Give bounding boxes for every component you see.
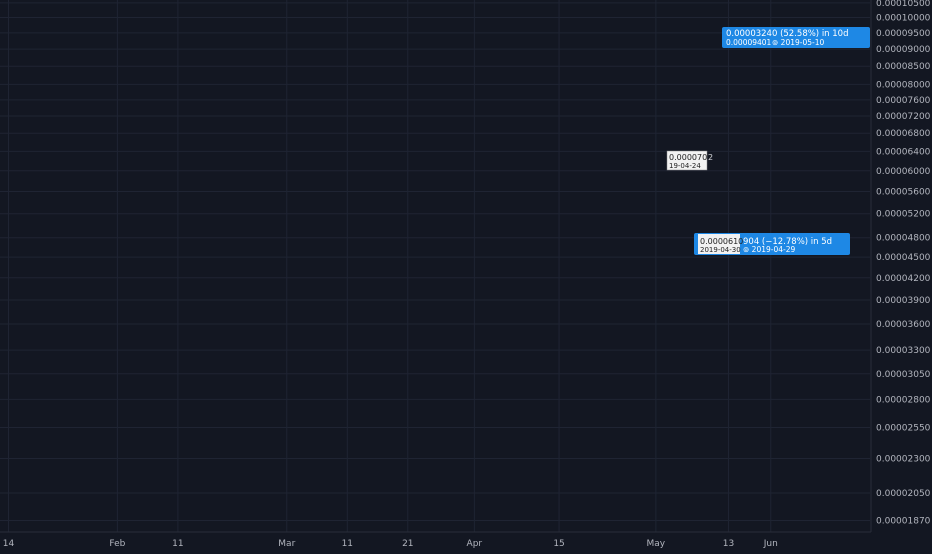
- label-date: ⊚ 2019-05-10: [772, 38, 824, 47]
- label-line-1: 0.00003240 (52.58%) in 10d: [726, 29, 848, 39]
- y-tick-label: 0.00001870: [876, 517, 931, 527]
- x-tick-label: 21: [402, 539, 413, 549]
- y-tick-label: 0.00007200: [876, 112, 931, 122]
- x-tick-label: 11: [342, 539, 353, 549]
- y-tick-label: 0.00010000: [876, 13, 931, 23]
- label-line-1-right: 904 (−12.78%) in 5d: [743, 237, 832, 247]
- y-tick-label: 0.00007600: [876, 96, 931, 106]
- y-tick-label: 0.00008500: [876, 62, 931, 72]
- y-tick-label: 0.00002550: [876, 423, 931, 433]
- y-tick-label: 0.00008000: [876, 80, 931, 90]
- label-box: [722, 27, 870, 48]
- x-axis[interactable]: 14 Feb 11 Mar 11 21 Apr 15 May 13 Jun: [0, 531, 871, 549]
- y-tick-label: 0.00002300: [876, 454, 931, 464]
- label-date: ⊚ 2019-04-29: [743, 245, 795, 254]
- tag-line-1: 0.0000707: [669, 153, 712, 162]
- y-tick-label: 0.00003050: [876, 370, 931, 380]
- y-tick-label: 0.00002800: [876, 395, 931, 405]
- x-tick-label: May: [647, 539, 666, 549]
- label-value: 2019-04-30: [700, 246, 741, 254]
- y-tick-label: 0.00010500: [876, 0, 931, 9]
- x-tick-label: 14: [3, 539, 15, 549]
- x-tick-label: 15: [553, 539, 564, 549]
- y-tick-label: 0.00009500: [876, 29, 931, 39]
- y-tick-label: 0.00006800: [876, 129, 931, 139]
- y-tick-label: 0.00004800: [876, 234, 931, 244]
- x-tick-label: 13: [723, 539, 734, 549]
- x-tick-label: Mar: [278, 539, 295, 549]
- tag-line-1-tail: 2: [708, 153, 713, 162]
- y-tick-label: 0.00009000: [876, 45, 931, 55]
- y-axis[interactable]: 0.00010500 0.00010000 0.00009500 0.00009000…: [870, 0, 932, 532]
- y-tick-label: 0.00002050: [876, 489, 931, 499]
- x-tick-label: 11: [172, 539, 183, 549]
- label-value: 0.00009401: [726, 38, 772, 47]
- tag-box: [666, 150, 708, 171]
- x-tick-label: Jun: [763, 539, 778, 549]
- y-tick-label: 0.00003600: [876, 320, 931, 330]
- y-tick-label: 0.00003900: [876, 296, 931, 306]
- y-tick-label: 0.00004500: [876, 253, 931, 263]
- y-tick-label: 0.00005200: [876, 210, 931, 220]
- grid: [0, 0, 870, 532]
- tag-line-2: 19-04-24: [669, 162, 701, 170]
- x-tick-label: Feb: [109, 539, 125, 549]
- x-tick-label: Apr: [467, 539, 483, 549]
- y-tick-label: 0.00006400: [876, 147, 931, 157]
- y-tick-label: 0.00005600: [876, 187, 931, 197]
- label-inset: [698, 234, 740, 254]
- y-tick-label: 0.00004200: [876, 274, 931, 284]
- y-tick-label: 0.00003300: [876, 346, 931, 356]
- y-tick-label: 0.00006000: [876, 167, 931, 177]
- label-line-1-left: 0.0000610: [700, 237, 743, 246]
